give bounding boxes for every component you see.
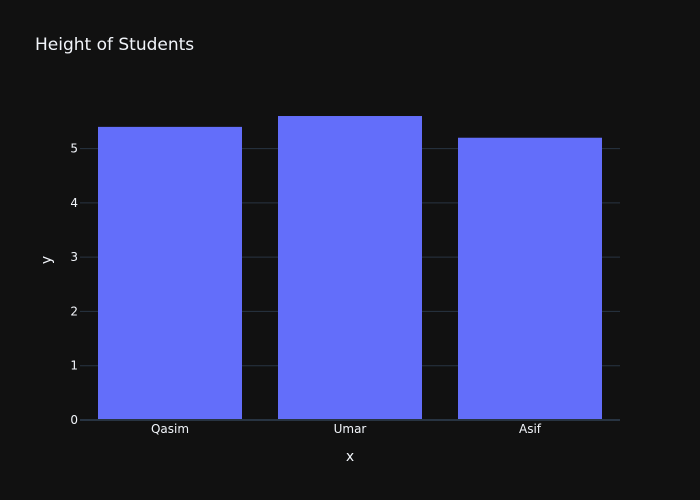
x-tick-label: Qasim (151, 422, 189, 436)
y-tick-label: 2 (70, 304, 78, 318)
bars (98, 116, 602, 421)
y-axis-title: y (39, 256, 55, 264)
y-tick-label: 3 (70, 250, 78, 264)
bar-asif[interactable] (458, 137, 602, 421)
y-tick-label: 1 (70, 359, 78, 373)
axes: 0 1 2 3 4 5 Qasim Umar Asif (70, 142, 620, 436)
chart-title: Height of Students (35, 35, 194, 55)
y-tick-label: 4 (70, 196, 78, 210)
bar-qasim[interactable] (98, 126, 242, 420)
y-tick-label: 0 (70, 413, 78, 427)
y-tick-label: 5 (70, 142, 78, 156)
x-tick-label: Umar (334, 422, 367, 436)
bar-umar[interactable] (278, 116, 422, 420)
x-tick-label: Asif (519, 422, 542, 436)
x-axis-title: x (346, 449, 354, 465)
